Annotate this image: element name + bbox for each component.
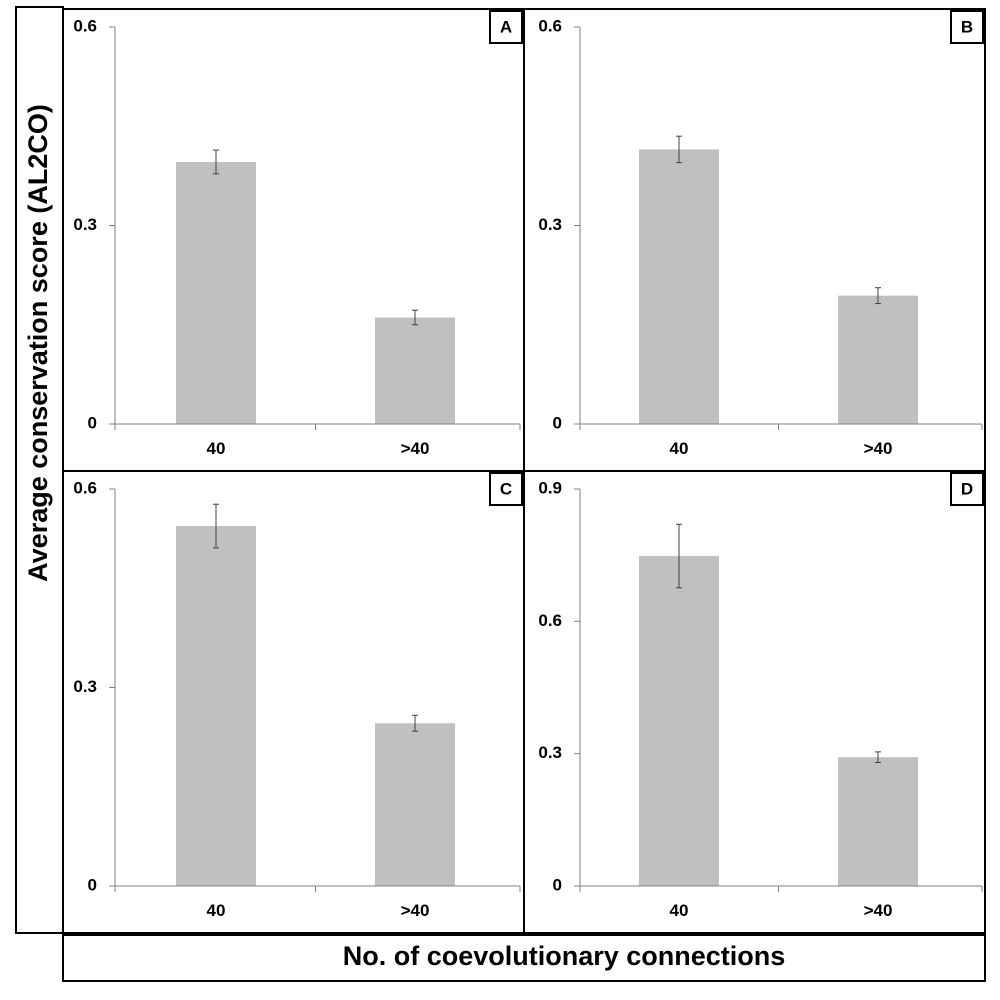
x-tick-label: >40 <box>864 901 893 920</box>
y-tick-label: 0.3 <box>73 677 97 696</box>
y-tick-label: 0 <box>88 875 97 894</box>
bar <box>176 526 256 886</box>
panel-letter: C <box>500 479 512 498</box>
x-tick-label: >40 <box>401 439 430 458</box>
x-tick-label: 40 <box>670 439 689 458</box>
y-tick-label: 0 <box>553 875 562 894</box>
panel-d: D 40 >40 0 0.3 0.6 0.9 <box>523 470 986 934</box>
panel-b: B 40 >40 0 0.3 0.6 <box>523 8 986 472</box>
bar <box>375 317 455 424</box>
y-tick-label: 0.3 <box>538 215 562 234</box>
y-tick-label: 0.6 <box>538 16 562 35</box>
y-tick-label: 0 <box>88 413 97 432</box>
panel-c: C 40 >40 0 0.3 0.6 <box>62 470 525 934</box>
bar <box>838 757 918 886</box>
y-tick-label: 0 <box>553 413 562 432</box>
bar <box>375 723 455 886</box>
bar <box>838 295 918 424</box>
x-axis-title: No. of coevolutionary connections <box>343 941 786 971</box>
x-tick-label: 40 <box>207 901 226 920</box>
y-tick-label: 0.3 <box>538 743 562 762</box>
xlabel-frame <box>62 934 986 982</box>
y-tick-label: 0.9 <box>538 478 562 497</box>
y-axis-title: Average conservation score (AL2CO) <box>23 104 53 582</box>
panel-letter-box <box>950 10 984 44</box>
x-tick-label: >40 <box>401 901 430 920</box>
panel-letter: D <box>961 479 973 498</box>
panel-letter-box <box>950 472 984 506</box>
panel-frame <box>523 470 986 934</box>
panel-letter: B <box>961 17 973 36</box>
panel-letter: A <box>500 17 512 36</box>
y-tick-label: 0.6 <box>73 478 97 497</box>
x-tick-label: >40 <box>864 439 893 458</box>
x-tick-label: 40 <box>670 901 689 920</box>
bar <box>639 149 719 425</box>
bar <box>639 556 719 886</box>
x-tick-label: 40 <box>207 439 226 458</box>
panel-letter-box <box>489 472 523 506</box>
panel-letter-box <box>489 10 523 44</box>
y-tick-label: 0.6 <box>538 611 562 630</box>
y-tick-label: 0.6 <box>73 16 97 35</box>
y-tick-label: 0.3 <box>73 215 97 234</box>
bar <box>176 161 256 425</box>
panel-a: A 40 >40 0 0.3 0.6 <box>62 8 525 472</box>
